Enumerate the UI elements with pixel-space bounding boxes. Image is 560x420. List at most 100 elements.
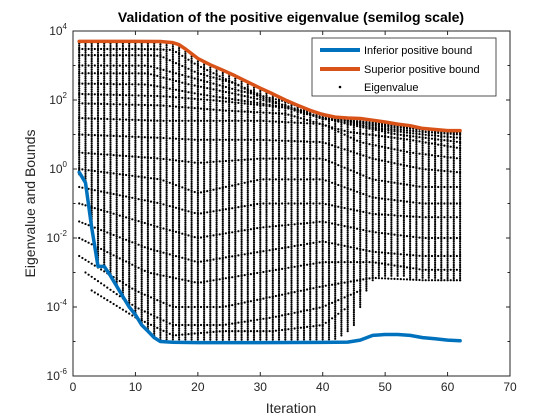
eigenvalue-point [343,281,346,284]
eigenvalue-point [237,321,240,324]
eigenvalue-point [405,253,409,256]
eigenvalue-point [96,224,100,227]
eigenvalue-point [128,135,131,138]
eigenvalue-point [449,156,452,159]
eigenvalue-point [153,191,156,194]
eigenvalue-point [165,238,168,241]
eigenvalue-point [209,109,212,112]
eigenvalue-point [109,238,112,241]
eigenvalue-point [106,47,109,51]
eigenvalue-point [96,90,100,93]
eigenvalue-point [184,264,187,267]
eigenvalue-point [128,286,131,289]
eigenvalue-point [103,235,106,238]
eigenvalue-point [109,264,112,267]
eigenvalue-point [165,303,168,306]
eigenvalue-point [184,156,187,159]
eigenvalue-point [115,241,118,244]
eigenvalue-point [115,224,118,227]
eigenvalue-point [256,101,259,104]
eigenvalue-point [209,211,212,214]
eigenvalue-point [153,62,156,65]
eigenvalue-point [268,120,271,123]
eigenvalue-point [178,327,181,330]
eigenvalue-point [215,214,218,218]
eigenvalue-point [190,187,193,190]
eigenvalue-point [455,136,458,139]
eigenvalue-point [153,330,156,333]
eigenvalue-point [140,300,143,303]
eigenvalue-point [203,139,206,142]
eigenvalue-point [209,256,212,259]
eigenvalue-point [231,322,234,325]
eigenvalue-point [178,90,181,93]
eigenvalue-point [159,286,162,289]
eigenvalue-point [203,236,206,239]
eigenvalue-point [430,131,434,134]
eigenvalue-point [184,100,187,103]
eigenvalue-point [281,328,284,332]
eigenvalue-point [96,230,100,233]
eigenvalue-point [199,72,203,76]
eigenvalue-point [103,155,106,158]
eigenvalue-point [237,159,240,162]
eigenvalue-point [153,276,156,279]
eigenvalue-point [190,210,193,214]
eigenvalue-point [184,299,187,302]
eigenvalue-point [418,268,421,271]
eigenvalue-point [115,142,118,145]
eigenvalue-point [156,299,159,302]
eigenvalue-point [156,136,159,139]
eigenvalue-point [162,104,165,107]
eigenvalue-point [96,237,100,240]
eigenvalue-point [140,148,143,151]
eigenvalue-point [178,169,181,173]
eigenvalue-point [221,183,224,186]
eigenvalue-point [96,127,100,130]
eigenvalue-point [162,136,165,140]
eigenvalue-point [178,273,181,276]
eigenvalue-point [146,252,149,255]
eigenvalue-point [171,228,174,231]
eigenvalue-point [153,174,156,177]
eigenvalue-point [274,120,277,123]
eigenvalue-point [196,73,199,76]
eigenvalue-point [159,290,162,293]
eigenvalue-point [178,318,181,321]
eigenvalue-point [184,243,187,246]
eigenvalue-point [380,130,384,133]
eigenvalue-point [137,198,140,201]
eigenvalue-point [140,272,143,275]
eigenvalue-point [134,253,137,256]
eigenvalue-point [109,158,112,161]
eigenvalue-point [215,314,218,317]
eigenvalue-point [153,286,156,289]
eigenvalue-point [90,44,93,48]
eigenvalue-point [409,278,412,281]
eigenvalue-point [337,312,340,315]
eigenvalue-point [368,230,371,233]
eigenvalue-point [96,148,100,151]
eigenvalue-point [437,254,440,258]
eigenvalue-point [178,152,181,155]
eigenvalue-point [146,165,149,169]
eigenvalue-point [268,296,271,299]
eigenvalue-point [215,208,218,211]
eigenvalue-point [203,109,206,112]
eigenvalue-point [128,161,131,164]
eigenvalue-point [165,297,168,300]
eigenvalue-point [324,117,327,120]
eigenvalue-point [128,208,131,211]
eigenvalue-point [165,189,168,192]
eigenvalue-point [168,119,171,122]
eigenvalue-point [140,153,143,156]
eigenvalue-point [84,142,87,145]
eigenvalue-point [100,134,103,137]
eigenvalue-point [190,94,193,97]
eigenvalue-point [128,174,131,177]
eigenvalue-point [256,251,259,254]
eigenvalue-point [78,81,81,84]
eigenvalue-point [196,224,199,227]
eigenvalue-point [171,189,174,192]
eigenvalue-point [84,122,87,126]
